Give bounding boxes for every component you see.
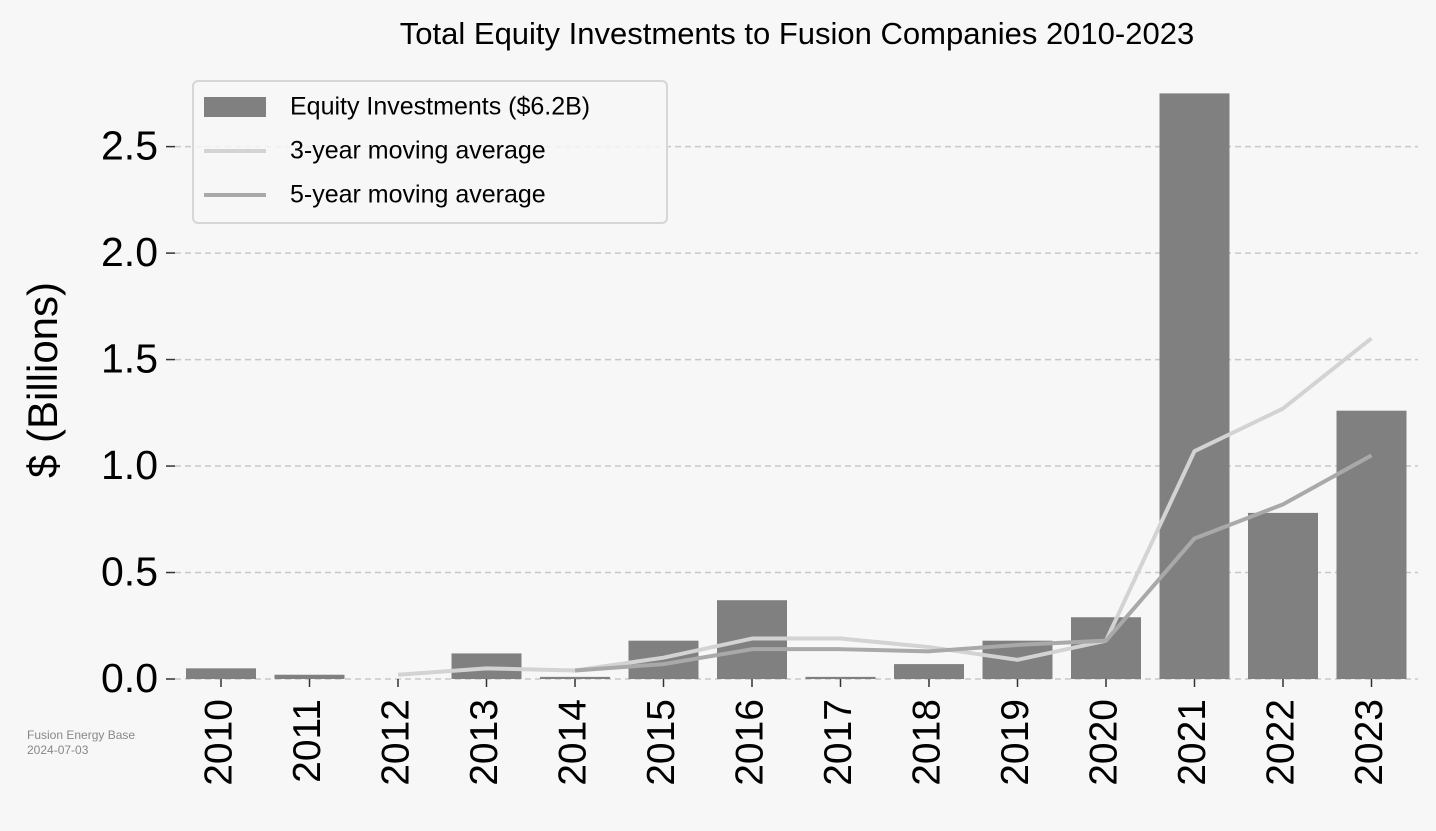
bar xyxy=(1071,617,1141,679)
x-tick-label: 2023 xyxy=(1348,699,1391,786)
x-tick-label: 2018 xyxy=(905,699,948,786)
line xyxy=(574,453,1373,673)
x-tick-label: 2014 xyxy=(551,699,594,786)
legend-label: 3-year moving average xyxy=(290,137,546,165)
x-tick-label: 2013 xyxy=(463,699,506,786)
bar xyxy=(805,676,876,679)
x-tick-label: 2010 xyxy=(197,699,240,786)
legend-label: Equity Investments ($6.2B) xyxy=(290,93,590,121)
x-tick-label: 2021 xyxy=(1171,699,1214,786)
y-tick-label: 0.5 xyxy=(101,548,158,594)
bar xyxy=(540,676,610,679)
x-tick-label: 2012 xyxy=(374,699,417,786)
x-tick-label: 2016 xyxy=(728,699,771,786)
date-note: 2024-07-03 xyxy=(27,743,89,757)
legend-swatch xyxy=(204,97,266,117)
x-tick-label: 2015 xyxy=(640,699,683,786)
bar xyxy=(1159,93,1230,679)
legend-label: 5-year moving average xyxy=(290,181,546,209)
x-tick-label: 2022 xyxy=(1259,699,1302,786)
y-tick-label: 0.0 xyxy=(101,655,158,701)
y-tick-label: 2.5 xyxy=(101,122,158,168)
bar xyxy=(1336,410,1407,679)
line xyxy=(397,336,1373,677)
bar xyxy=(451,653,522,679)
y-axis-label: $ (Billions) xyxy=(19,282,66,478)
bar xyxy=(1248,512,1318,679)
bar xyxy=(894,664,964,679)
x-tick-label: 2011 xyxy=(286,699,329,783)
x-tick-label: 2017 xyxy=(817,699,860,786)
bar xyxy=(186,668,256,679)
chart-title: Total Equity Investments to Fusion Compa… xyxy=(400,16,1194,51)
x-tick-label: 2020 xyxy=(1082,699,1125,786)
y-tick-label: 1.0 xyxy=(101,442,158,488)
y-tick-label: 2.0 xyxy=(101,229,158,275)
source-note: Fusion Energy Base xyxy=(27,728,135,742)
y-tick-label: 1.5 xyxy=(101,335,158,381)
bar xyxy=(274,674,345,679)
legend-box xyxy=(192,80,668,224)
x-tick-label: 2019 xyxy=(994,699,1037,786)
